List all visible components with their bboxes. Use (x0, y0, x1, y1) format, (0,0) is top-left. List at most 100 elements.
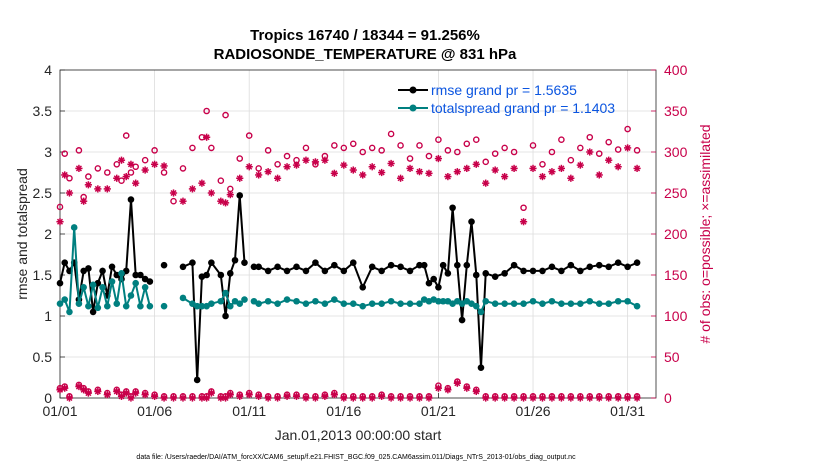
rmse-point (387, 261, 395, 269)
rmse-point (468, 218, 475, 225)
y-tick-label: 0.5 (33, 349, 53, 365)
asterisk-stroke (312, 158, 319, 165)
rmse-point (378, 267, 385, 275)
rmse-point (349, 259, 357, 267)
obs-possible-marker (141, 156, 149, 164)
obs-assimilated-marker (368, 394, 376, 402)
totalspread-point (70, 224, 78, 231)
footnote: data file: /Users/raeder/DAI/ATM_forcXX/… (136, 454, 576, 461)
asterisk-stroke (331, 170, 338, 177)
obs-assimilated-marker (75, 164, 83, 172)
asterisk-stroke (283, 393, 291, 400)
legend-rmse-marker (409, 86, 417, 94)
totalspread-point (241, 296, 248, 303)
obs-possible-marker (454, 148, 461, 156)
obs-assimilated-marker (160, 162, 168, 170)
asterisk-stroke (416, 168, 423, 175)
rmse-point (250, 263, 258, 271)
obs-assimilated-marker (169, 394, 178, 402)
asterisk-stroke (80, 386, 87, 393)
obs-assimilated-marker (453, 379, 461, 387)
rmse-point (359, 284, 367, 291)
obs-assimilated-marker (359, 171, 367, 179)
asterisk-stroke (151, 161, 158, 168)
totalspread-point (472, 302, 480, 310)
obs-assimilated-marker (236, 174, 244, 182)
obs-possible-marker (127, 169, 135, 176)
asterisk-stroke (142, 166, 149, 174)
asterisk-stroke (151, 393, 158, 400)
totalspread-point (558, 300, 565, 308)
obs-assimilated-marker (113, 387, 121, 396)
obs-assimilated-marker (117, 156, 126, 164)
asterisk-stroke (255, 171, 262, 179)
totalspread-point (99, 284, 106, 291)
obs-possible-marker (349, 140, 357, 148)
obs-assimilated-marker (519, 218, 528, 226)
asterisk-stroke (104, 391, 111, 398)
obs-assimilated-marker (207, 189, 215, 197)
asterisk-stroke (208, 390, 215, 397)
rmse-point (614, 259, 622, 267)
asterisk-stroke (511, 394, 518, 402)
rmse-point (397, 263, 404, 271)
obs-assimilated-marker (567, 394, 575, 402)
obs-assimilated-marker (226, 391, 234, 399)
obs-possible-marker (567, 156, 575, 164)
y-tick-label: 1 (44, 308, 52, 324)
obs-possible-marker (463, 140, 471, 148)
rmse-point (321, 267, 329, 275)
obs-assimilated-marker (132, 179, 140, 187)
totalspread-point (208, 300, 215, 308)
obs-assimilated-marker (151, 160, 159, 168)
asterisk-stroke (463, 385, 470, 392)
obs-possible-marker (331, 142, 338, 149)
obs-possible-marker (577, 144, 584, 152)
asterisk-stroke (331, 391, 338, 398)
obs-possible-marker (302, 144, 310, 152)
obs-possible-marker (94, 165, 102, 172)
totalspread-point (122, 302, 130, 310)
obs-assimilated-marker (302, 394, 310, 402)
asterisk-stroke (350, 166, 357, 174)
asterisk-stroke (132, 180, 139, 187)
totalspread-point (439, 297, 447, 305)
obs-possible-marker (378, 147, 385, 154)
asterisk-stroke (634, 165, 641, 172)
asterisk-stroke (435, 155, 442, 162)
asterisk-stroke (359, 394, 366, 402)
rmse-point (430, 275, 437, 283)
legend: rmse grand pr = 1.5635 totalspread grand… (398, 82, 615, 116)
totalspread-point (193, 302, 201, 310)
asterisk-stroke (302, 157, 310, 164)
asterisk-stroke (198, 180, 205, 187)
asterisk-stroke (265, 394, 272, 402)
totalspread-point (222, 289, 229, 297)
asterisk-stroke (293, 162, 300, 169)
x-axis: 01/01 01/06 01/11 01/16 01/21 01/26 01/31 (42, 393, 645, 419)
y-tick-label: 2.5 (33, 185, 53, 201)
totalspread-point (501, 300, 508, 308)
obs-possible-marker (595, 150, 603, 157)
obs-assimilated-marker (302, 156, 310, 164)
obs-possible-marker (416, 142, 423, 149)
asterisk-stroke (577, 394, 584, 402)
totalspread-point (179, 294, 187, 302)
asterisk-stroke (605, 394, 612, 402)
rmse-point (274, 263, 281, 271)
asterisk-stroke (203, 134, 210, 141)
totalspread-point (146, 302, 154, 310)
asterisk-stroke (634, 394, 641, 402)
obs-assimilated-marker (179, 394, 187, 402)
obs-assimilated-marker (221, 394, 230, 402)
obs-assimilated-marker (264, 394, 272, 402)
obs-possible-marker (368, 144, 376, 152)
rmse-point (520, 267, 527, 275)
asterisk-stroke (113, 388, 120, 395)
obs-assimilated-marker (510, 164, 518, 172)
obs-assimilated-marker (283, 392, 291, 400)
asterisk-stroke (142, 391, 149, 398)
totalspread-point (510, 300, 518, 308)
totalspread-point (624, 297, 631, 305)
